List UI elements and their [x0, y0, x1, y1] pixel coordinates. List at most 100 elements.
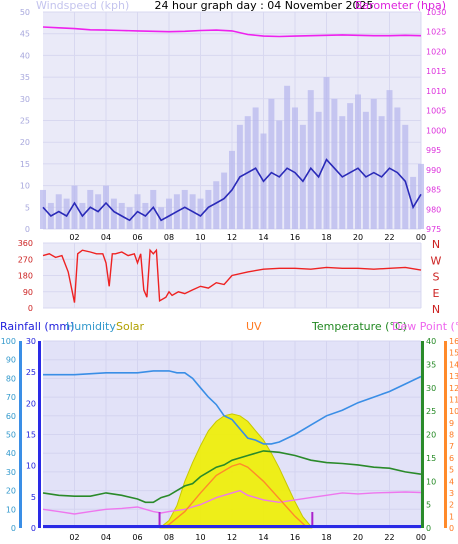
wind-gust-bar [276, 120, 283, 229]
rainfall-tick-label: 25 [26, 368, 36, 377]
humidity-tick-label: 60 [6, 412, 16, 421]
wind-x-tick-label: 02 [69, 233, 79, 242]
barometer-tick-label: 995 [426, 146, 441, 155]
direction-degree-tick-label: 270 [18, 255, 33, 264]
wind-left-tick-label: 15 [20, 160, 30, 169]
uv-tick-label: 2 [449, 501, 454, 510]
rainfall-tick-label: 30 [26, 337, 36, 346]
wind-x-tick-label: 08 [164, 233, 174, 242]
wind-gust-bar [103, 185, 109, 229]
wind-left-tick-label: 50 [20, 8, 30, 17]
wind-gust-bar [158, 207, 165, 229]
wind-left-tick-label: 35 [20, 73, 30, 82]
barometer-tick-label: 1015 [426, 67, 446, 76]
wind-gust-bar [323, 77, 330, 229]
wind-gust-bar [205, 189, 212, 229]
wind-x-tick-label: 16 [290, 233, 300, 242]
humidity-tick-label: 100 [1, 337, 16, 346]
wind-x-tick-label: 04 [101, 233, 111, 242]
direction-degree-tick-label: 360 [18, 239, 33, 248]
wind-gust-bar [63, 198, 70, 229]
barometer-line [42, 26, 422, 38]
humidity-line [43, 370, 422, 445]
wind-gust-bar [110, 198, 117, 229]
rainfall-axis-bar [38, 341, 41, 528]
wind-x-tick-label: 20 [353, 233, 363, 242]
rainfall-tick-label: 10 [26, 462, 36, 471]
wind-left-ticks: 0 5 10 15 20 25 30 35 40 45 50 [20, 8, 30, 234]
direction-degree-ticks: 360 270 180 90 0 [18, 239, 33, 313]
rainfall-tick-label: 0 [31, 524, 36, 533]
temperature-tick-label: 35 [426, 360, 436, 369]
wind-gust-bar [307, 90, 314, 230]
wind-gust-bar [87, 189, 94, 229]
temp-x-tick-label: 20 [353, 533, 363, 542]
wind-gust-bar [355, 94, 361, 230]
compass-tick-label: N [432, 238, 440, 251]
humidity-tick-label: 0 [11, 524, 16, 533]
uv-tick-label: 9 [449, 419, 454, 428]
wind-x-tick-label: 12 [227, 233, 237, 242]
wind-gust-bar [386, 90, 393, 230]
temp-x-tick-label: 22 [384, 533, 394, 542]
barometer-tick-label: 1010 [426, 87, 446, 96]
humidity-tick-label: 80 [6, 374, 16, 383]
temp-x-tick-label: 04 [101, 533, 111, 542]
solar-area [159, 413, 313, 529]
uv-axis-bar [444, 341, 447, 528]
wind-x-tick-label: 14 [258, 233, 268, 242]
temperature-axis-bar [421, 341, 424, 528]
temp-x-tick-label: 12 [227, 533, 237, 542]
uv-tick-label: 11 [449, 395, 458, 404]
barometer-tick-label: 1020 [426, 47, 446, 56]
uv-tick-label: 13 [449, 372, 458, 381]
uv-tick-label: 4 [449, 477, 454, 486]
wind-direction-line [42, 248, 422, 303]
humidity-tick-label: 40 [6, 449, 16, 458]
barometer-right-ticks: 975 980 985 990 995 1000 1005 1010 1015 1020 1025 1… [426, 8, 446, 234]
solar-label: Solar [116, 320, 145, 333]
wind-gust-bar [347, 103, 354, 229]
solar-area-fill [159, 413, 313, 529]
wind-left-tick-label: 0 [25, 225, 30, 234]
compass-tick-label: W [431, 254, 442, 267]
dew-point-line [42, 489, 422, 515]
uv-tick-label: 10 [449, 407, 458, 416]
direction-grid [43, 242, 422, 309]
wind-x-tick-label: 22 [384, 233, 394, 242]
temperature-tick-label: 30 [426, 384, 436, 393]
direction-degree-tick-label: 0 [28, 304, 33, 313]
wind-gust-bar [378, 116, 385, 229]
compass-tick-label: S [433, 271, 440, 284]
humidity-tick-label: 20 [6, 487, 16, 496]
temperature-tick-label: 25 [426, 407, 436, 416]
wind-gust-bar [181, 189, 188, 229]
wind-gust-bar [410, 176, 417, 229]
wind-left-tick-label: 25 [20, 117, 30, 126]
direction-degree-tick-label: 180 [18, 272, 33, 281]
wind-gust-bar [126, 207, 133, 229]
barometer-tick-label: 1005 [426, 107, 446, 116]
wind-gust-bar [284, 85, 291, 229]
rainfall-baseline [43, 525, 421, 528]
uv-tick-label: 8 [449, 431, 454, 440]
rainfall-tick-label: 20 [26, 399, 36, 408]
temperature-label: Temperature (°C) [311, 320, 407, 333]
wind-gust-bar [166, 198, 172, 229]
barometer-tick-label: 1025 [426, 28, 446, 37]
wind-x-ticks: 02 04 06 08 10 12 14 16 18 20 22 00 [69, 233, 426, 242]
temp-x-tick-label: 10 [195, 533, 205, 542]
temperature-tick-label: 20 [426, 431, 436, 440]
direction-degree-tick-label: 90 [23, 288, 33, 297]
temperature-tick-label: 40 [426, 337, 436, 346]
temp-humidity-panel: 0102030405060708090100051015202530051015… [0, 320, 458, 542]
windspeed-axis-label: Windspeed (kph) [36, 0, 129, 12]
uv-tick-label: 7 [449, 442, 454, 451]
humidity-tick-label: 90 [6, 356, 16, 365]
temp-x-tick-label: 00 [416, 533, 426, 542]
wind-gust-bar [362, 111, 369, 229]
humidity-label: Humidity [66, 320, 116, 333]
wind-left-tick-label: 30 [20, 95, 30, 104]
